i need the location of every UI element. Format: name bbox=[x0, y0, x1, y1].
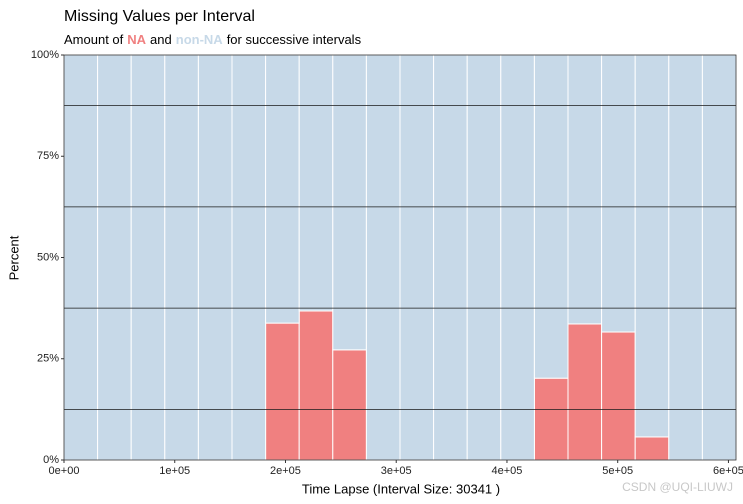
bar bbox=[466, 54, 502, 461]
bar bbox=[130, 54, 166, 461]
x-tick-label: 5e+05 bbox=[602, 465, 633, 477]
bar bbox=[601, 331, 636, 461]
subtitle-non-na: non-NA bbox=[176, 32, 224, 47]
x-tick-label: 2e+05 bbox=[270, 465, 301, 477]
bar bbox=[533, 54, 569, 379]
bar bbox=[63, 54, 99, 461]
bar bbox=[601, 54, 636, 333]
bar bbox=[298, 310, 334, 461]
bar bbox=[634, 54, 670, 438]
subtitle-text: and bbox=[150, 32, 172, 47]
bar bbox=[365, 54, 401, 461]
x-tick-label: 1e+05 bbox=[159, 465, 190, 477]
bar bbox=[298, 54, 334, 312]
bar bbox=[332, 54, 367, 351]
chart-title: Missing Values per Interval bbox=[64, 8, 255, 25]
bar bbox=[265, 54, 300, 324]
bar bbox=[164, 54, 199, 461]
watermark: CSDN @UQI-LIUWJ bbox=[622, 480, 733, 494]
x-axis-label: Time Lapse (Interval Size: 30341 ) bbox=[302, 481, 500, 496]
bar bbox=[265, 322, 300, 461]
y-tick-label: 100% bbox=[31, 49, 59, 61]
x-tick-label: 0e+00 bbox=[49, 465, 80, 477]
x-tick-label: 3e+05 bbox=[381, 465, 412, 477]
bar bbox=[197, 54, 233, 461]
bar bbox=[701, 54, 737, 461]
bar bbox=[533, 377, 569, 461]
y-tick-label: 75% bbox=[37, 150, 59, 162]
y-tick-label: 0% bbox=[43, 454, 59, 466]
bar bbox=[668, 54, 703, 461]
subtitle-na: NA bbox=[127, 32, 146, 47]
x-tick-label: 4e+05 bbox=[492, 465, 523, 477]
bar bbox=[97, 54, 132, 461]
chart-subtitle: Amount of NA and non-NA for successive inter… bbox=[64, 32, 362, 47]
subtitle-text: Amount of bbox=[64, 32, 124, 47]
subtitle-text: for successive intervals bbox=[227, 32, 362, 47]
bar bbox=[399, 54, 435, 461]
y-axis-label: Percent bbox=[6, 235, 21, 280]
bar bbox=[500, 54, 535, 461]
bar bbox=[567, 54, 603, 325]
bar bbox=[231, 54, 267, 461]
x-tick-label: 6e+05 bbox=[713, 465, 743, 477]
bar bbox=[332, 349, 367, 461]
y-tick-label: 25% bbox=[37, 353, 59, 365]
bar bbox=[433, 54, 468, 461]
bar bbox=[567, 323, 603, 461]
bar bbox=[634, 436, 670, 461]
y-tick-label: 50% bbox=[37, 251, 59, 263]
